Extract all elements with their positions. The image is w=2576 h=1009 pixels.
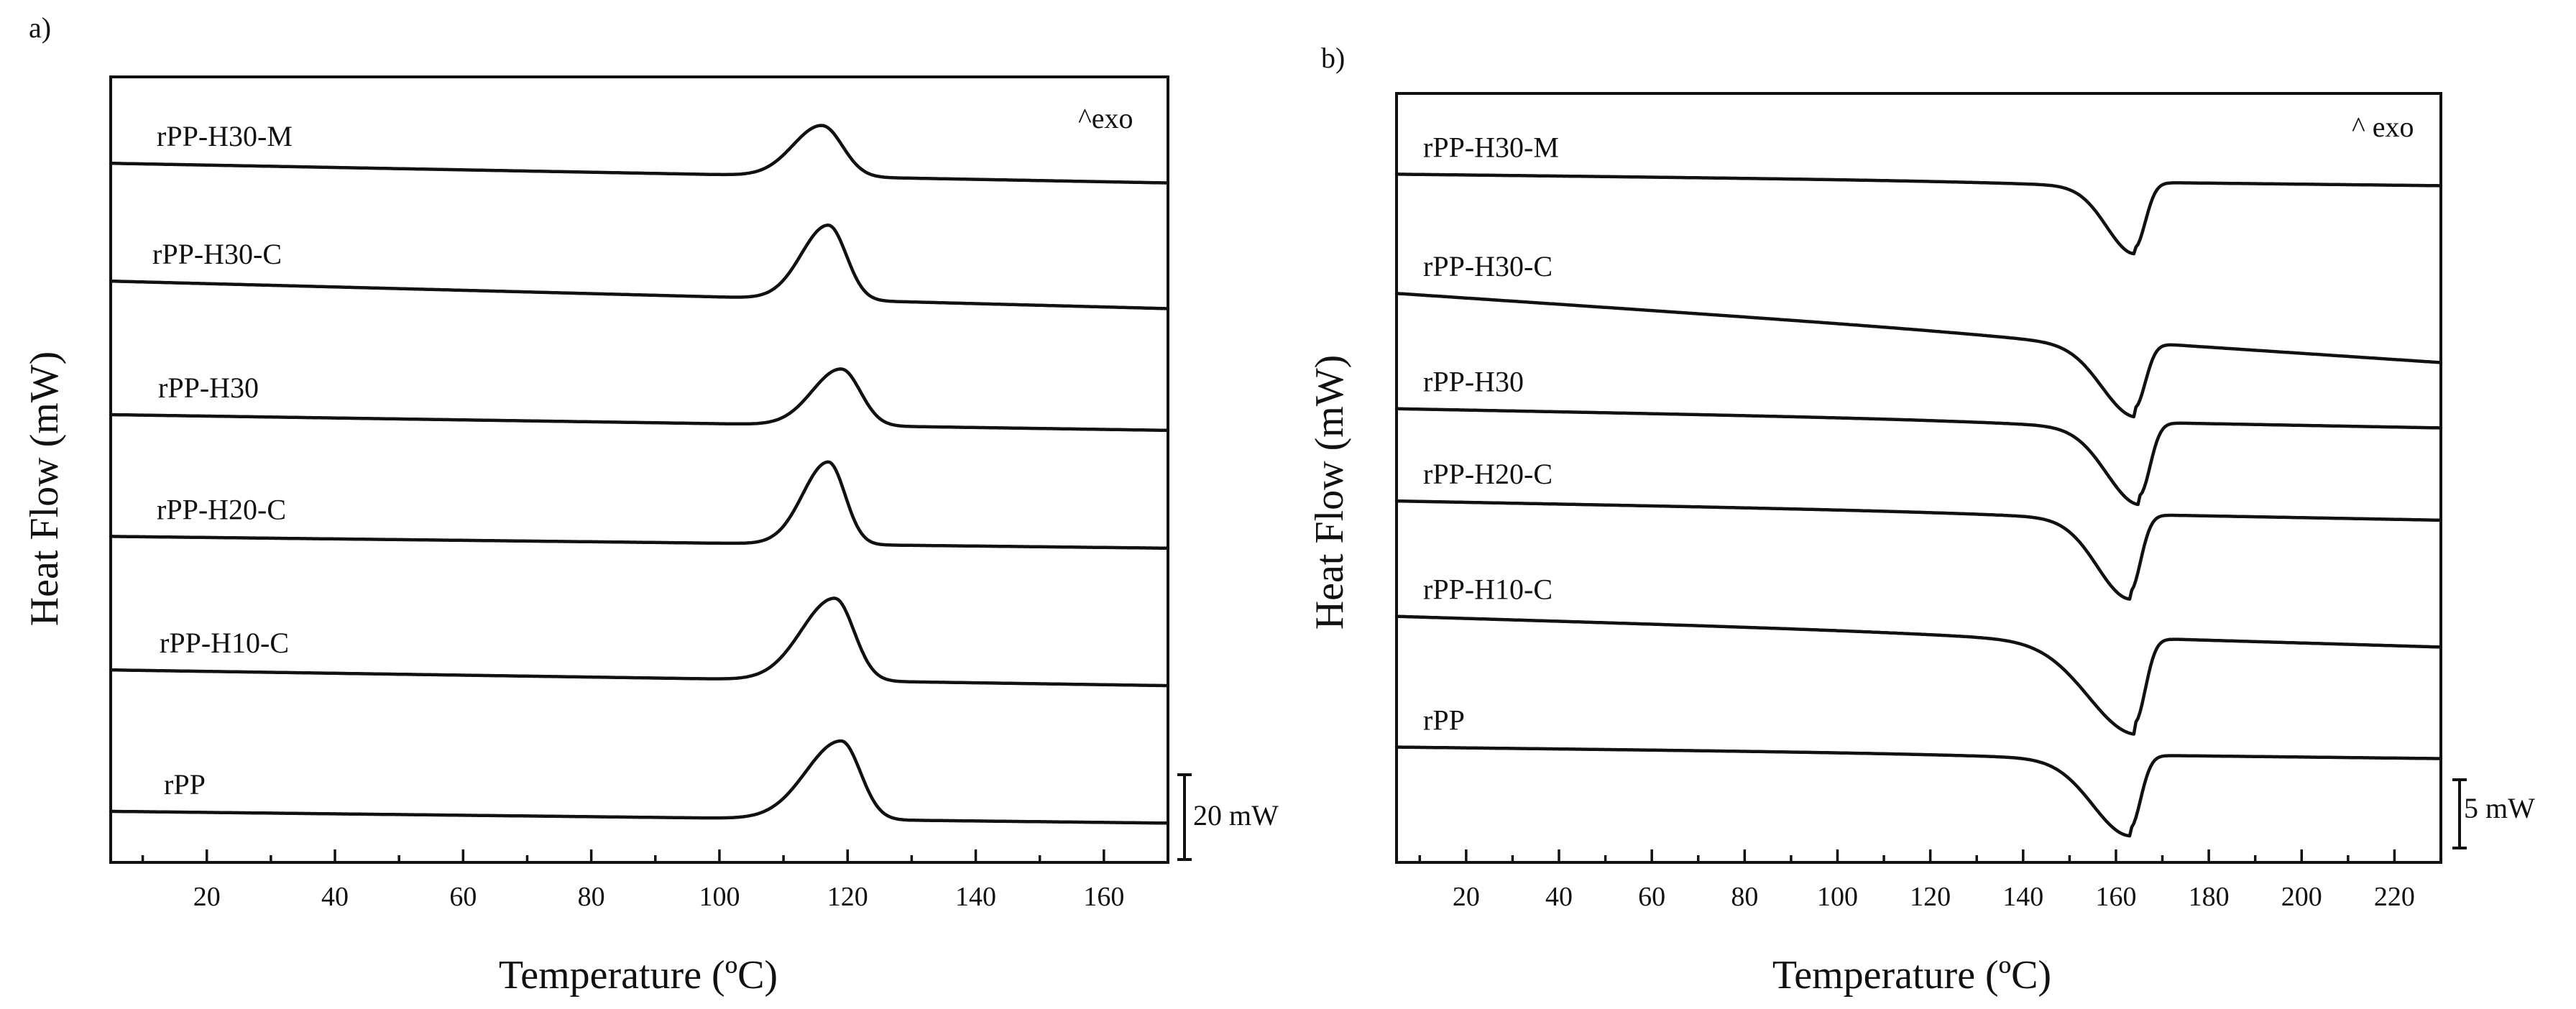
panel-b-trace-label: rPP-H30-C bbox=[1423, 250, 1552, 282]
panel-a-trace-label: rPP-H20-C bbox=[157, 493, 286, 525]
panel-b-plot-frame bbox=[1395, 92, 2442, 864]
panel-a: a) Heat Flow (mW) Temperature (ºC) ^exo … bbox=[22, 11, 1279, 998]
panel-b-exo-label: ^ exo bbox=[2352, 111, 2414, 143]
panel-a-xtick-label-120: 120 bbox=[827, 882, 868, 912]
panel-a-curve-rpp-h30-c bbox=[109, 224, 1170, 310]
panel-a-exo-label: ^exo bbox=[1078, 102, 1133, 134]
panel-b-curve-rpp-h30-m bbox=[1394, 172, 2443, 256]
panel-a-curve-rpp bbox=[109, 739, 1170, 825]
panel-b-xlabel: Temperature (ºC) bbox=[1772, 953, 2051, 998]
panel-a-curve-rpp-h30-m bbox=[109, 124, 1170, 185]
panel-b-xtick-label-220: 220 bbox=[2374, 882, 2415, 912]
panel-a-xtick-label-140: 140 bbox=[955, 882, 996, 912]
panel-a-xtick-label-60: 60 bbox=[449, 882, 477, 912]
panel-b-ylabel: Heat Flow (mW) bbox=[1307, 355, 1352, 630]
panel-b-xtick-label-200: 200 bbox=[2281, 882, 2322, 912]
panel-a-trace-label: rPP-H10-C bbox=[160, 627, 289, 659]
panel-b-xtick-label-40: 40 bbox=[1545, 882, 1573, 912]
panel-b-trace-label: rPP bbox=[1423, 704, 1465, 737]
panel-b-trace-label: rPP-H10-C bbox=[1423, 573, 1552, 606]
panel-b-curve-rpp-h30 bbox=[1394, 407, 2443, 507]
panel-a-ylabel: Heat Flow (mW) bbox=[22, 351, 67, 627]
panel-b-trace-label: rPP-H30-M bbox=[1423, 131, 1559, 163]
panel-b-xtick-label-80: 80 bbox=[1731, 882, 1758, 912]
panel-b-xtick-label-140: 140 bbox=[2002, 882, 2043, 912]
panel-a-xtick-label-80: 80 bbox=[578, 882, 605, 912]
panel-a-curve-rpp-h20-c bbox=[109, 460, 1170, 550]
panel-b-xtick-label-20: 20 bbox=[1453, 882, 1480, 912]
panel-b-curve-rpp-h30-c bbox=[1394, 292, 2443, 419]
panel-b-xtick-label-120: 120 bbox=[1910, 882, 1951, 912]
panel-a-plot-frame bbox=[109, 75, 1169, 864]
panel-b-curve-rpp bbox=[1394, 745, 2443, 838]
panel-a-curve-rpp-h10-c bbox=[109, 596, 1170, 688]
panel-b-curve-rpp-h10-c bbox=[1394, 614, 2443, 736]
panel-a-xtick-label-20: 20 bbox=[193, 882, 221, 912]
panel-a-xtick-label-160: 160 bbox=[1083, 882, 1124, 912]
panel-a-trace-label: rPP bbox=[164, 768, 206, 801]
panel-b-curve-rpp-h20-c bbox=[1394, 499, 2443, 601]
panel-b-xtick-label-60: 60 bbox=[1638, 882, 1665, 912]
panel-a-scale-bar bbox=[1177, 773, 1192, 861]
panel-a-trace-label: rPP-H30-M bbox=[157, 120, 293, 152]
panel-a-letter: a) bbox=[29, 11, 51, 44]
panel-b-trace-label: rPP-H30 bbox=[1423, 366, 1524, 398]
panel-a-xlabel: Temperature (ºC) bbox=[499, 953, 778, 998]
panel-b-scale-label: 5 mW bbox=[2464, 792, 2535, 824]
panel-b-letter: b) bbox=[1321, 42, 1345, 74]
panel-a-xtick-label-100: 100 bbox=[699, 882, 740, 912]
panel-b-xtick-label-180: 180 bbox=[2189, 882, 2230, 912]
panel-b: b) Heat Flow (mW) Temperature (ºC) ^ exo… bbox=[1307, 42, 2535, 998]
panel-a-trace-label: rPP-H30-C bbox=[152, 238, 282, 270]
panel-b-trace-label: rPP-H20-C bbox=[1423, 458, 1552, 490]
panel-a-curve-rpp-h30 bbox=[109, 367, 1170, 433]
panel-b-xtick-label-100: 100 bbox=[1817, 882, 1858, 912]
panel-a-scale-label: 20 mW bbox=[1193, 799, 1279, 831]
panel-a-xtick-label-40: 40 bbox=[321, 882, 349, 912]
panel-b-xtick-label-160: 160 bbox=[2095, 882, 2136, 912]
panel-b-scale-bar bbox=[2452, 778, 2467, 849]
panel-a-trace-label: rPP-H30 bbox=[158, 372, 259, 404]
